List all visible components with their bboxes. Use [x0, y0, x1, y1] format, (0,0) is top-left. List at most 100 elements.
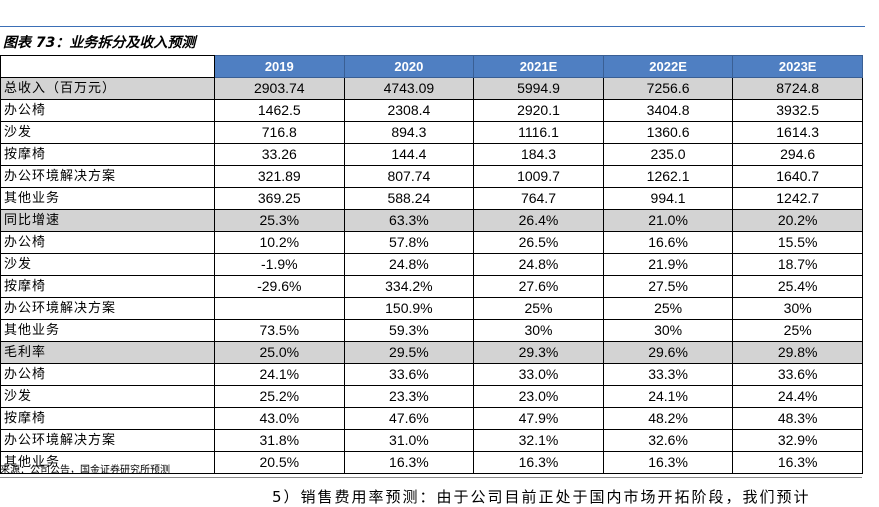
row-label: 按摩椅: [0, 275, 215, 298]
row-label: 其他业务: [0, 451, 215, 474]
value-cell: 30%: [473, 319, 604, 342]
table-row: 办公椅 24.1% 33.6% 33.0% 33.3% 33.6%: [0, 363, 863, 386]
value-cell: 1640.7: [732, 165, 863, 188]
value-cell: 2920.1: [473, 99, 604, 122]
value-cell: 33.0%: [473, 363, 604, 386]
bottom-rule: [0, 477, 862, 478]
row-label: 办公椅: [0, 231, 215, 254]
value-cell: 30%: [602, 319, 734, 342]
value-cell: 2308.4: [343, 99, 475, 122]
value-cell: 1009.7: [473, 165, 604, 188]
value-cell: 29.8%: [732, 341, 863, 364]
revenue-forecast-table: 2019 2020 2021E 2022E 2023E 总收入（百万元） 2903…: [0, 55, 863, 474]
table-body: 总收入（百万元） 2903.74 4743.09 5994.9 7256.6 8724.8…: [0, 77, 863, 474]
table-row: 沙发 25.2% 23.3% 23.0% 24.1% 24.4%: [0, 385, 863, 408]
table-row: 其他业务 20.5% 16.3% 16.3% 16.3% 16.3%: [0, 451, 863, 474]
top-rule: [0, 26, 865, 27]
value-cell: 43.0%: [214, 407, 345, 430]
value-cell: 57.8%: [343, 231, 475, 254]
row-label: 总收入（百万元）: [0, 77, 215, 100]
value-cell: [214, 297, 345, 320]
row-label: 其他业务: [0, 319, 215, 342]
column-header: 2020: [343, 55, 475, 78]
value-cell: 807.74: [343, 165, 475, 188]
value-cell: 235.0: [602, 143, 734, 166]
value-cell: 3404.8: [602, 99, 734, 122]
value-cell: 23.0%: [473, 385, 604, 408]
table-row: 办公环境解决方案 321.89 807.74 1009.7 1262.1 1640.7: [0, 165, 863, 188]
row-label: 同比增速: [0, 209, 215, 232]
value-cell: 25.3%: [214, 209, 345, 232]
value-cell: 588.24: [343, 187, 475, 210]
value-cell: 73.5%: [214, 319, 345, 342]
row-label: 办公椅: [0, 99, 215, 122]
value-cell: 1462.5: [214, 99, 345, 122]
value-cell: 24.8%: [343, 253, 475, 276]
row-label: 按摩椅: [0, 143, 215, 166]
value-cell: 24.4%: [732, 385, 863, 408]
value-cell: 16.3%: [343, 451, 475, 474]
value-cell: 184.3: [473, 143, 604, 166]
source-note: 来源：公司公告，国金证券研究所预测: [0, 465, 170, 476]
value-cell: 20.5%: [214, 451, 345, 474]
value-cell: 32.1%: [473, 429, 604, 452]
value-cell: 26.4%: [473, 209, 604, 232]
value-cell: 18.7%: [732, 253, 863, 276]
value-cell: 63.3%: [343, 209, 475, 232]
value-cell: 21.0%: [602, 209, 734, 232]
table-row: 其他业务 369.25 588.24 764.7 994.1 1242.7: [0, 187, 863, 210]
row-label: 沙发: [0, 385, 215, 408]
column-header: 2022E: [602, 55, 734, 78]
value-cell: 33.26: [214, 143, 345, 166]
row-label: 办公环境解决方案: [0, 429, 215, 452]
value-cell: 32.6%: [602, 429, 734, 452]
value-cell: 29.6%: [602, 341, 734, 364]
column-header: 2019: [214, 55, 345, 78]
table-row: 毛利率 25.0% 29.5% 29.3% 29.6% 29.8%: [0, 341, 863, 364]
table-row: 同比增速 25.3% 63.3% 26.4% 21.0% 20.2%: [0, 209, 863, 232]
value-cell: 7256.6: [602, 77, 734, 100]
value-cell: 8724.8: [732, 77, 863, 100]
value-cell: 5994.9: [473, 77, 604, 100]
value-cell: 33.3%: [602, 363, 734, 386]
table-row: 办公椅 10.2% 57.8% 26.5% 16.6% 15.5%: [0, 231, 863, 254]
column-header: 2021E: [473, 55, 604, 78]
value-cell: 1262.1: [602, 165, 734, 188]
row-label: 沙发: [0, 121, 215, 144]
value-cell: 47.6%: [343, 407, 475, 430]
row-label: 沙发: [0, 253, 215, 276]
value-cell: 334.2%: [343, 275, 475, 298]
value-cell: 1242.7: [732, 187, 863, 210]
value-cell: 25%: [602, 297, 734, 320]
row-label: 办公环境解决方案: [0, 165, 215, 188]
value-cell: 24.1%: [214, 363, 345, 386]
table-row: 按摩椅 -29.6% 334.2% 27.6% 27.5% 25.4%: [0, 275, 863, 298]
value-cell: 16.3%: [732, 451, 863, 474]
value-cell: 25.2%: [214, 385, 345, 408]
value-cell: 30%: [732, 297, 863, 320]
value-cell: 23.3%: [343, 385, 475, 408]
table-row: 总收入（百万元） 2903.74 4743.09 5994.9 7256.6 8724.8: [0, 77, 863, 100]
column-header: 2023E: [732, 55, 863, 78]
value-cell: 24.1%: [602, 385, 734, 408]
row-label: 按摩椅: [0, 407, 215, 430]
value-cell: 25%: [732, 319, 863, 342]
value-cell: 29.5%: [343, 341, 475, 364]
figure-caption: 图表 73：业务拆分及收入预测: [3, 35, 196, 51]
value-cell: 150.9%: [343, 297, 475, 320]
value-cell: 1614.3: [732, 121, 863, 144]
value-cell: 59.3%: [343, 319, 475, 342]
table-header-row: 2019 2020 2021E 2022E 2023E: [0, 55, 863, 78]
value-cell: 25.4%: [732, 275, 863, 298]
row-label: 毛利率: [0, 341, 215, 364]
value-cell: 21.9%: [602, 253, 734, 276]
value-cell: 3932.5: [732, 99, 863, 122]
value-cell: 4743.09: [343, 77, 475, 100]
value-cell: 20.2%: [732, 209, 863, 232]
value-cell: 24.8%: [473, 253, 604, 276]
value-cell: 31.8%: [214, 429, 345, 452]
value-cell: 27.6%: [473, 275, 604, 298]
value-cell: 2903.74: [214, 77, 345, 100]
value-cell: 16.6%: [602, 231, 734, 254]
value-cell: 16.3%: [602, 451, 734, 474]
